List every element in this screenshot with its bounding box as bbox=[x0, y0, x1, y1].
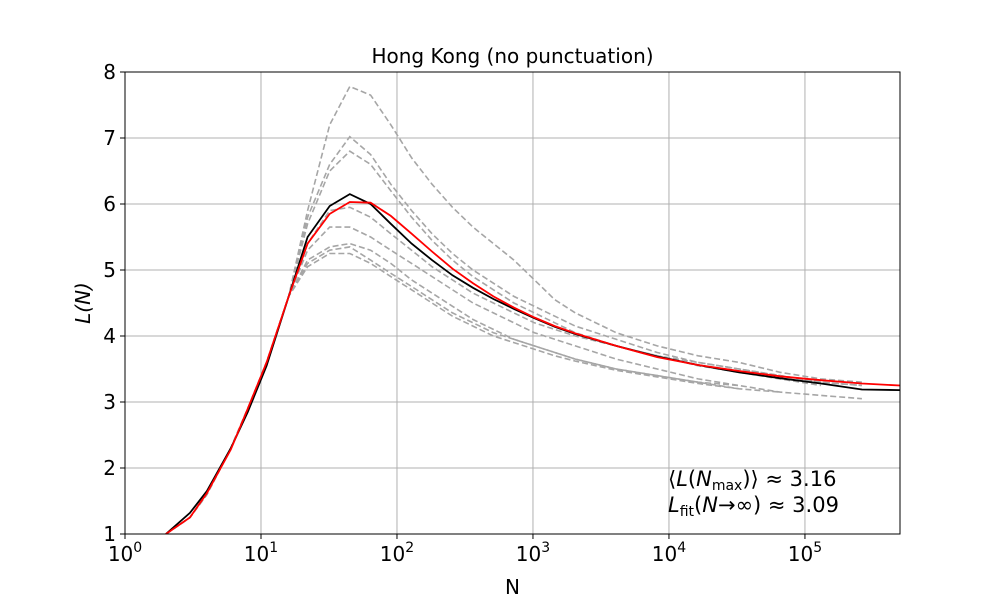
y-tick-label: 8 bbox=[103, 60, 116, 84]
y-tick-label: 1 bbox=[103, 522, 116, 546]
chart-title: Hong Kong (no punctuation) bbox=[371, 44, 653, 68]
y-tick-label: 4 bbox=[103, 324, 116, 348]
x-axis-label: N bbox=[505, 575, 520, 599]
y-tick-label: 7 bbox=[103, 126, 116, 150]
x-tick-label: 101 bbox=[244, 540, 278, 566]
series-line-dashed bbox=[165, 242, 740, 534]
x-tick-label: 103 bbox=[516, 540, 550, 566]
y-tick-label: 3 bbox=[103, 390, 116, 414]
x-tick-label: 104 bbox=[652, 540, 686, 566]
y-tick-label: 6 bbox=[103, 192, 116, 216]
series-layer bbox=[165, 85, 900, 534]
series-line-red bbox=[165, 201, 900, 534]
series-line-dashed bbox=[165, 252, 740, 534]
plot-frame bbox=[124, 71, 901, 535]
series-line-dashed bbox=[165, 135, 862, 534]
svg-text:⟨L(Nmax)⟩ ≈ 3.16: ⟨L(Nmax)⟩ ≈ 3.16 bbox=[668, 467, 836, 494]
annotation-mean: ⟨L(Nmax)⟩ ≈ 3.16 bbox=[668, 467, 836, 494]
x-tick-label: 100 bbox=[108, 540, 142, 566]
x-tick-label: 102 bbox=[380, 540, 414, 566]
series-line-dashed bbox=[165, 150, 862, 534]
series-line-dashed bbox=[165, 246, 781, 534]
y-axis-label: L(N) bbox=[71, 282, 95, 324]
annotation-fit: Lfit(N→∞) ≈ 3.09 bbox=[668, 493, 839, 520]
y-tick-label: 5 bbox=[103, 258, 116, 282]
ticks-layer: 100 101 102 103 104 105 1 2 3 4 5 6 7 8 bbox=[103, 60, 822, 566]
svg-text:Lfit(N→∞) ≈ 3.09: Lfit(N→∞) ≈ 3.09 bbox=[668, 493, 839, 520]
series-line-dashed bbox=[165, 226, 862, 534]
x-tick-label: 105 bbox=[788, 540, 822, 566]
y-tick-label: 2 bbox=[103, 456, 116, 480]
